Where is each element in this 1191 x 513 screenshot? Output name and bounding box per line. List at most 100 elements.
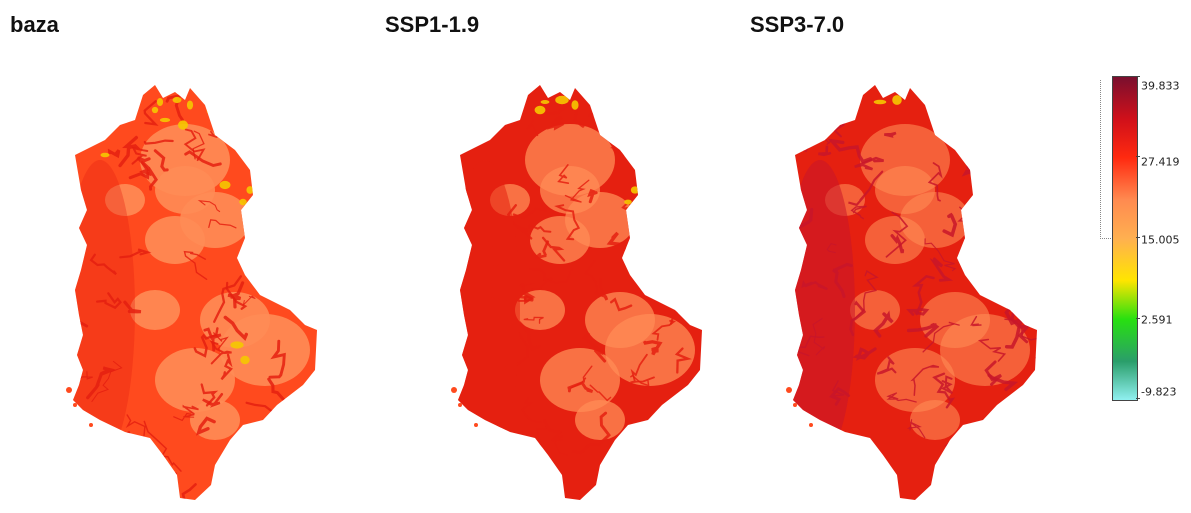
valley-line [977, 338, 1007, 362]
valley-line [473, 123, 494, 142]
valley-line [658, 485, 676, 500]
island [786, 387, 792, 393]
valley-line [647, 111, 689, 131]
valley-line [630, 353, 655, 384]
valley-line [843, 473, 863, 500]
valley-line [995, 264, 1010, 288]
legend-tick [1136, 398, 1140, 399]
highland-zone [540, 348, 620, 412]
valley-line [886, 392, 917, 403]
valley-line [571, 411, 611, 455]
valley-line [256, 253, 281, 286]
valley-line [827, 138, 873, 164]
valley-line [1003, 131, 1020, 141]
valley-line [208, 219, 237, 229]
valley-line [906, 322, 940, 338]
valley-line [667, 119, 685, 132]
valley-line [513, 452, 542, 478]
valley-line [273, 243, 299, 263]
valley-line [873, 310, 894, 338]
valley-line [526, 114, 539, 137]
island [474, 423, 478, 427]
valley-line [606, 231, 635, 253]
valley-line [223, 315, 248, 341]
highland-zone [540, 166, 600, 214]
valley-line [516, 332, 529, 366]
valley-line [852, 347, 877, 361]
valley-line [587, 188, 598, 204]
valley-line [156, 459, 168, 474]
cool-spot [156, 98, 164, 106]
valley-line [674, 347, 692, 374]
coastal-lowland [73, 160, 135, 460]
valley-line [631, 455, 667, 486]
valley-line [973, 210, 1012, 244]
valley-line [203, 327, 222, 352]
legend-color-bar [1112, 76, 1138, 401]
valley-line [158, 473, 175, 482]
valley-line [639, 233, 671, 260]
valley-line [854, 156, 885, 171]
valley-line [621, 191, 638, 212]
highland-zone [585, 292, 655, 348]
valley-line [610, 137, 627, 157]
valley-line [980, 104, 993, 136]
valley-line [657, 205, 670, 228]
highland-zone [850, 290, 900, 330]
valley-line [594, 277, 609, 301]
valley-line [243, 452, 259, 485]
valley-line [996, 239, 1037, 277]
valley-line [951, 472, 965, 494]
panel-title-ssp3-7-0: SSP3-7.0 [750, 12, 845, 37]
valley-line [96, 482, 121, 500]
valley-line [924, 238, 957, 272]
coastal-lowland [458, 160, 520, 460]
valley-line [181, 483, 201, 500]
valley-line [523, 316, 544, 324]
highland-zone [875, 348, 955, 412]
valley-line [143, 100, 159, 126]
valley-line [288, 215, 299, 226]
valley-line [674, 191, 693, 222]
valley-line [467, 118, 485, 125]
valley-line [626, 97, 648, 129]
valley-line [552, 439, 569, 456]
valley-line [258, 126, 277, 161]
valley-line [981, 237, 995, 275]
color-legend: 39.833 27.419 15.005 2.591 -9.823 [1098, 76, 1188, 406]
highland-zone [145, 216, 205, 264]
valley-line [91, 360, 123, 403]
valley-line [866, 478, 888, 499]
legend-label-max: 39.833 [1141, 79, 1180, 93]
coastal-lowland [793, 160, 855, 460]
valley-line [960, 122, 975, 169]
valley-line [86, 366, 117, 400]
valley-line [534, 240, 550, 260]
valley-line [195, 416, 216, 436]
valley-line [546, 115, 565, 131]
valley-line [818, 145, 832, 157]
valley-line [267, 377, 287, 403]
valley-line [252, 460, 269, 482]
valley-line [123, 300, 142, 314]
valley-line [102, 431, 131, 462]
cool-spot [151, 106, 159, 114]
valley-line [220, 106, 249, 140]
valley-line [272, 130, 289, 147]
cool-spot [178, 120, 188, 130]
valley-line [927, 162, 943, 202]
valley-line [246, 476, 290, 500]
cool-spot [206, 105, 214, 115]
valley-line [200, 383, 219, 407]
valley-line [991, 212, 1011, 227]
island [793, 403, 797, 407]
valley-line [941, 375, 953, 395]
valley-line [655, 465, 667, 496]
highland-zone [155, 348, 235, 412]
panel-title-baza: baza [10, 12, 59, 37]
map-baza [66, 85, 317, 500]
valley-line [227, 281, 245, 309]
cool-spot [571, 100, 579, 110]
valley-line [213, 275, 243, 323]
valley-line [884, 131, 897, 138]
